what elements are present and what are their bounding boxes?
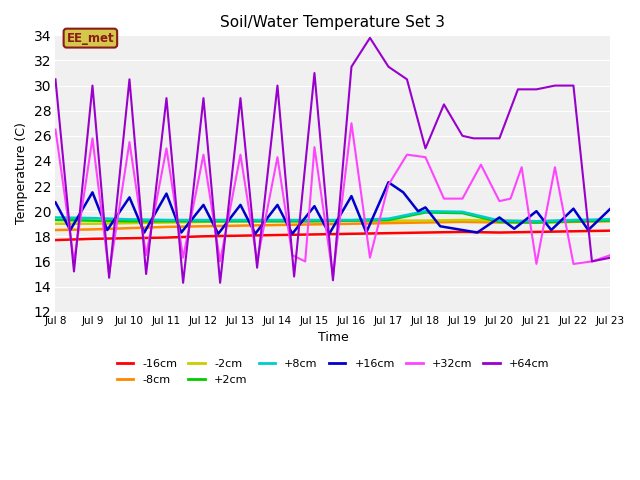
Title: Soil/Water Temperature Set 3: Soil/Water Temperature Set 3	[220, 15, 445, 30]
Text: EE_met: EE_met	[67, 32, 114, 45]
Legend: -16cm, -8cm, -2cm, +2cm, +8cm, +16cm, +32cm, +64cm: -16cm, -8cm, -2cm, +2cm, +8cm, +16cm, +3…	[113, 355, 554, 389]
Y-axis label: Temperature (C): Temperature (C)	[15, 122, 28, 225]
X-axis label: Time: Time	[317, 331, 348, 344]
